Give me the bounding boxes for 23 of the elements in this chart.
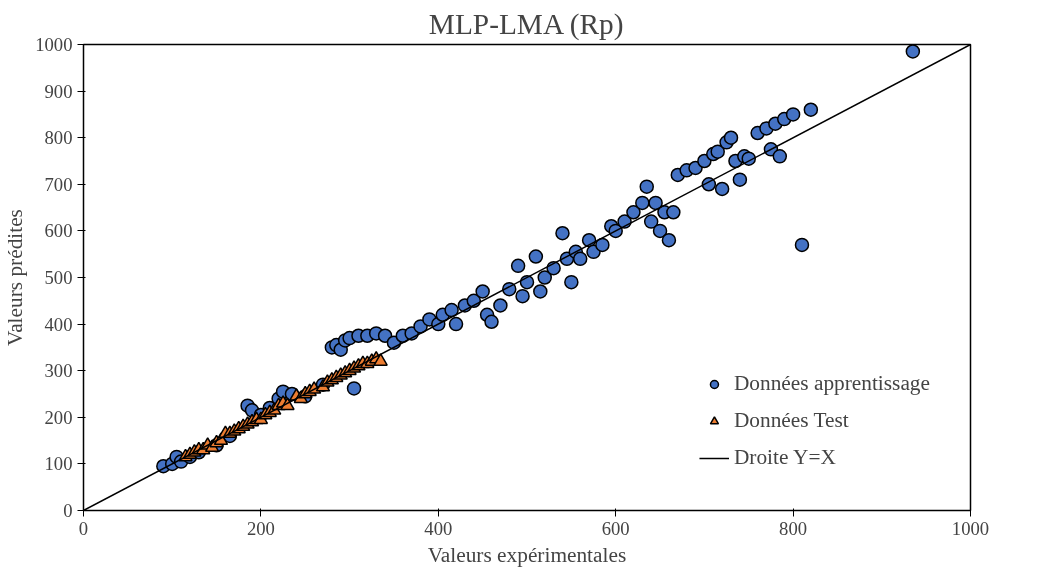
y-tick-label: 700 <box>44 173 73 195</box>
x-tick-label: 0 <box>78 517 89 539</box>
y-tick-label: 200 <box>44 406 73 428</box>
y-tick-label: 500 <box>44 267 73 288</box>
y-tick-label: 100 <box>44 453 73 475</box>
y-tick-label: 300 <box>44 360 73 382</box>
y-tick-label: 600 <box>44 220 73 242</box>
legend-label: Données apprentissage <box>733 371 930 396</box>
y-tick-label: 900 <box>44 80 73 102</box>
x-tick-label: 400 <box>424 517 453 539</box>
y-tick-label: 1000 <box>35 34 73 55</box>
x-tick-label: 200 <box>246 517 275 539</box>
x-tick-label: 600 <box>601 517 630 539</box>
y-tick-label: 0 <box>63 500 73 521</box>
x-axis-title: Valeurs expérimentales <box>427 542 627 567</box>
x-tick-label: 1000 <box>951 517 990 539</box>
legend-label: Droite Y=X <box>733 445 836 470</box>
legend-label: Données Test <box>733 408 849 433</box>
y-axis-title: Valeurs prédites <box>3 209 28 346</box>
y-tick-label: 400 <box>44 313 73 335</box>
chart-title: MLP-LMA (Rp) <box>428 7 624 41</box>
x-tick-label: 800 <box>779 517 808 539</box>
y-tick-label: 800 <box>44 127 73 149</box>
